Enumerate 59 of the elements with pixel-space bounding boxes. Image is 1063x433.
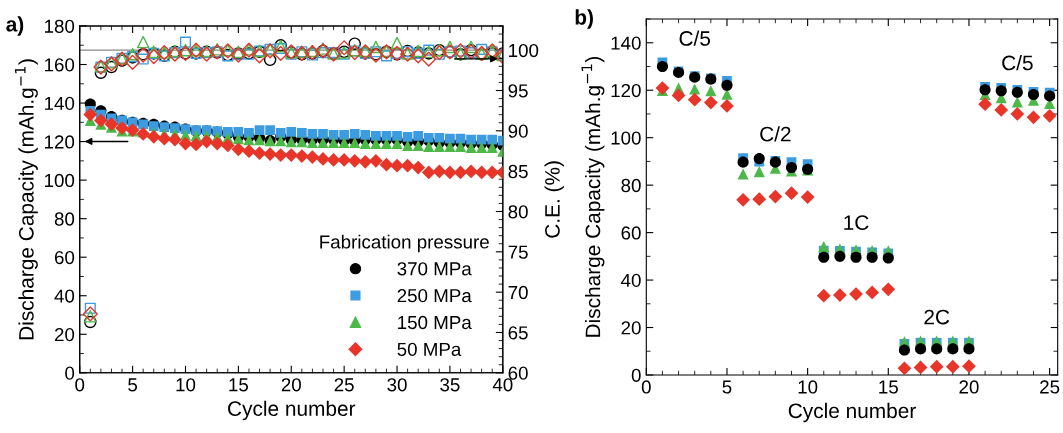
x-tick-label: 0 [75,378,85,392]
y2-tick-label: 90 [508,124,528,138]
y-tick-label: 100 [45,173,75,188]
annotation: C/5 [1002,54,1033,71]
x-tick-label: 20 [281,378,301,392]
legend-label: 370 MPa [397,262,472,276]
y-tick-label: 40 [621,273,641,288]
x-tick-label: 35 [440,378,460,392]
x-tick-label: 10 [798,380,818,394]
x-axis-title: Cycle number [788,402,916,423]
y-tick-label: 120 [611,83,641,98]
x-tick-label: 10 [176,378,196,392]
y-axis-title: Discharge Capacity (mAh.g$^{−1}$) [581,56,605,337]
y-tick-label: 20 [621,321,641,335]
x-tick-label: 25 [334,378,354,392]
y-tick-label: 140 [611,36,641,50]
chart-title: a) [6,16,24,36]
legend-label: 50 MPa [397,342,462,356]
y-tick-label: 0 [631,368,641,382]
y-tick-label: 80 [621,178,641,193]
y-tick-label: 140 [45,96,75,111]
x-tick-label: 20 [959,380,979,394]
y-tick-label: 100 [611,131,641,145]
x-axis-title: Cycle number [228,400,356,421]
x-tick-label: 0 [641,380,651,394]
y2-tick-label: 75 [508,245,528,259]
y2-tick-label: 80 [508,205,528,219]
y-tick-label: 0 [65,366,75,380]
x-tick-label: 25 [1040,380,1060,394]
y2-tick-label: 70 [508,285,528,300]
legend-label: 150 MPa [398,315,472,330]
y-tick-label: 80 [54,212,75,226]
y-tick-label: 120 [45,135,75,149]
y2-tick-label: 60 [508,366,528,380]
y2-axis-title: C.E. (%) [544,161,564,238]
annotation: 2C [924,309,950,325]
y-tick-label: 60 [54,250,75,265]
y2-tick-label: 65 [508,326,528,340]
chart-title: b) [575,9,593,29]
annotation: 1C [844,215,869,230]
legend-title: Fabrication pressure [320,234,489,253]
x-tick-label: 5 [722,380,732,394]
y2-tick-label: 95 [508,84,528,98]
annotation: C/2 [760,126,791,142]
x-tick-label: 30 [387,378,407,392]
y2-tick-label: 85 [508,164,528,179]
y-tick-label: 40 [54,289,75,303]
y-tick-label: 20 [54,327,75,342]
x-tick-label: 15 [229,378,249,392]
annotation: C/5 [679,30,711,46]
y-tick-label: 160 [45,58,75,72]
x-tick-label: 15 [879,380,898,394]
y-tick-label: 180 [45,19,75,33]
y-axis-title: Discharge Capacity (mAh.g$^{−1}$) [14,59,38,340]
x-tick-label: 40 [492,378,513,392]
x-tick-label: 5 [128,378,138,392]
legend-label: 250 MPa [397,289,472,303]
y2-tick-label: 100 [509,43,539,58]
y-tick-label: 60 [621,226,641,240]
